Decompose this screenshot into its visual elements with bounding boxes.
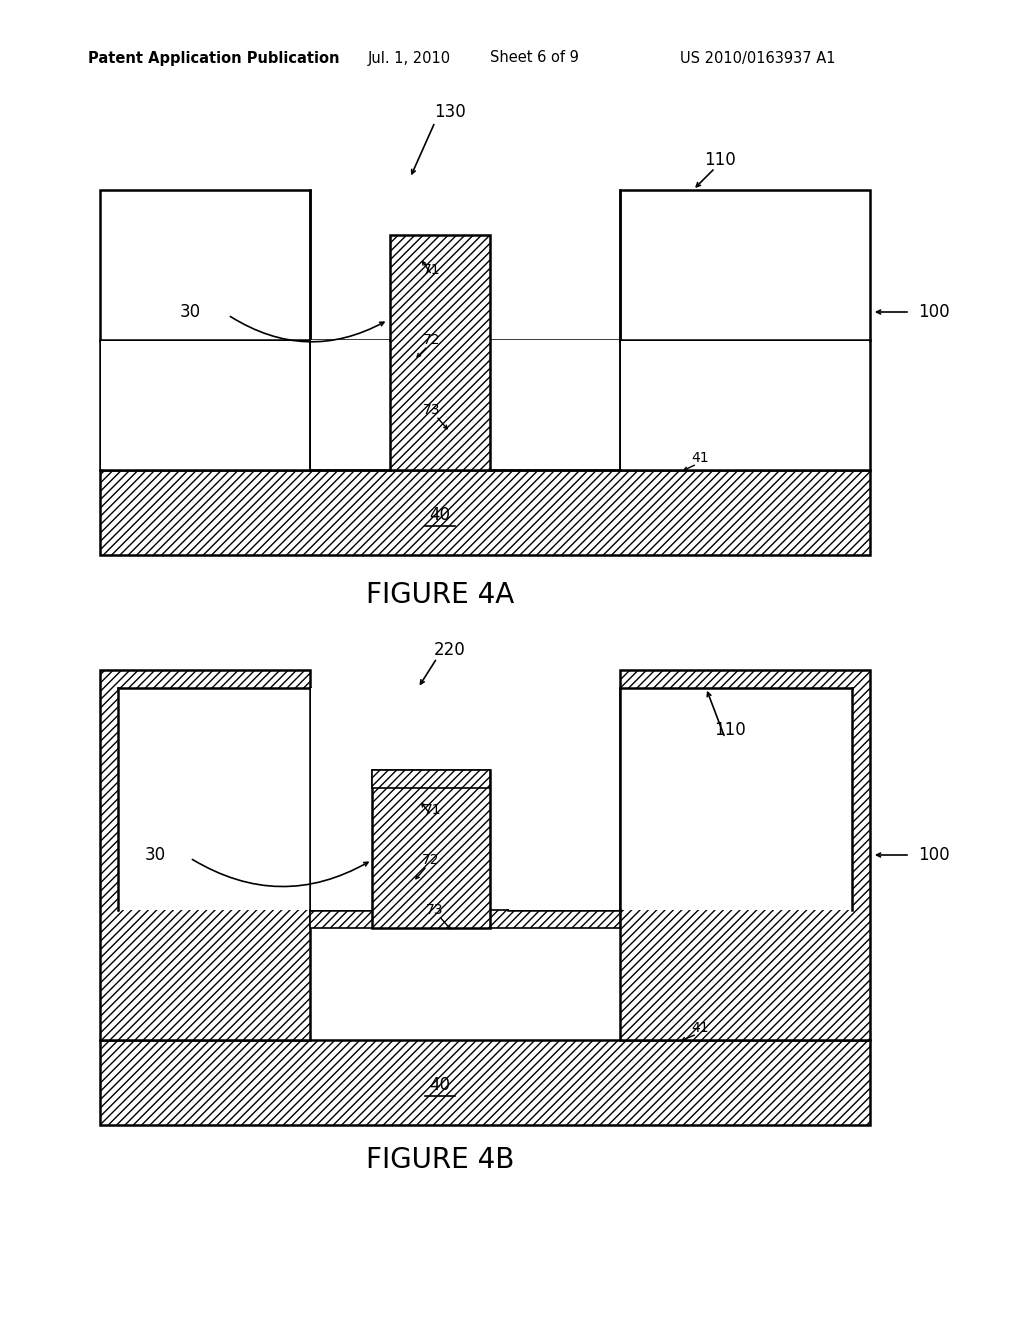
Text: 41: 41: [691, 451, 709, 465]
Text: 73: 73: [426, 903, 443, 917]
Text: 100: 100: [918, 304, 949, 321]
Bar: [621, 341, 869, 469]
Bar: [372, 770, 490, 928]
Text: 40: 40: [429, 506, 451, 524]
Text: FIGURE 4A: FIGURE 4A: [366, 581, 514, 609]
Text: US 2010/0163937 A1: US 2010/0163937 A1: [680, 50, 836, 66]
Text: 220: 220: [434, 642, 466, 659]
Text: 30: 30: [144, 846, 166, 865]
Text: 72: 72: [423, 333, 440, 347]
Bar: [100, 190, 310, 470]
Text: 40: 40: [429, 1076, 451, 1094]
Bar: [100, 1040, 870, 1125]
Bar: [311, 341, 389, 469]
Bar: [509, 688, 618, 909]
Bar: [620, 190, 870, 470]
Text: 41: 41: [691, 1020, 709, 1035]
Text: Patent Application Publication: Patent Application Publication: [88, 50, 340, 66]
Text: 100: 100: [918, 846, 949, 865]
Bar: [100, 470, 870, 554]
Bar: [620, 671, 870, 1040]
Bar: [620, 688, 852, 909]
Text: 71: 71: [424, 803, 441, 817]
Text: FIGURE 4B: FIGURE 4B: [366, 1146, 514, 1173]
Bar: [101, 341, 309, 469]
Text: Jul. 1, 2010: Jul. 1, 2010: [368, 50, 452, 66]
Bar: [310, 909, 620, 928]
Text: 130: 130: [434, 103, 466, 121]
Text: 73: 73: [423, 403, 440, 417]
Bar: [100, 671, 310, 1040]
Bar: [311, 688, 389, 909]
Bar: [390, 235, 490, 470]
Bar: [490, 341, 618, 469]
Text: 30: 30: [179, 304, 201, 321]
Text: 110: 110: [705, 150, 736, 169]
Bar: [118, 688, 310, 909]
Text: Sheet 6 of 9: Sheet 6 of 9: [490, 50, 579, 66]
Text: 110: 110: [714, 721, 745, 739]
Text: 72: 72: [422, 853, 439, 867]
Bar: [372, 770, 490, 788]
Text: 71: 71: [423, 263, 440, 277]
